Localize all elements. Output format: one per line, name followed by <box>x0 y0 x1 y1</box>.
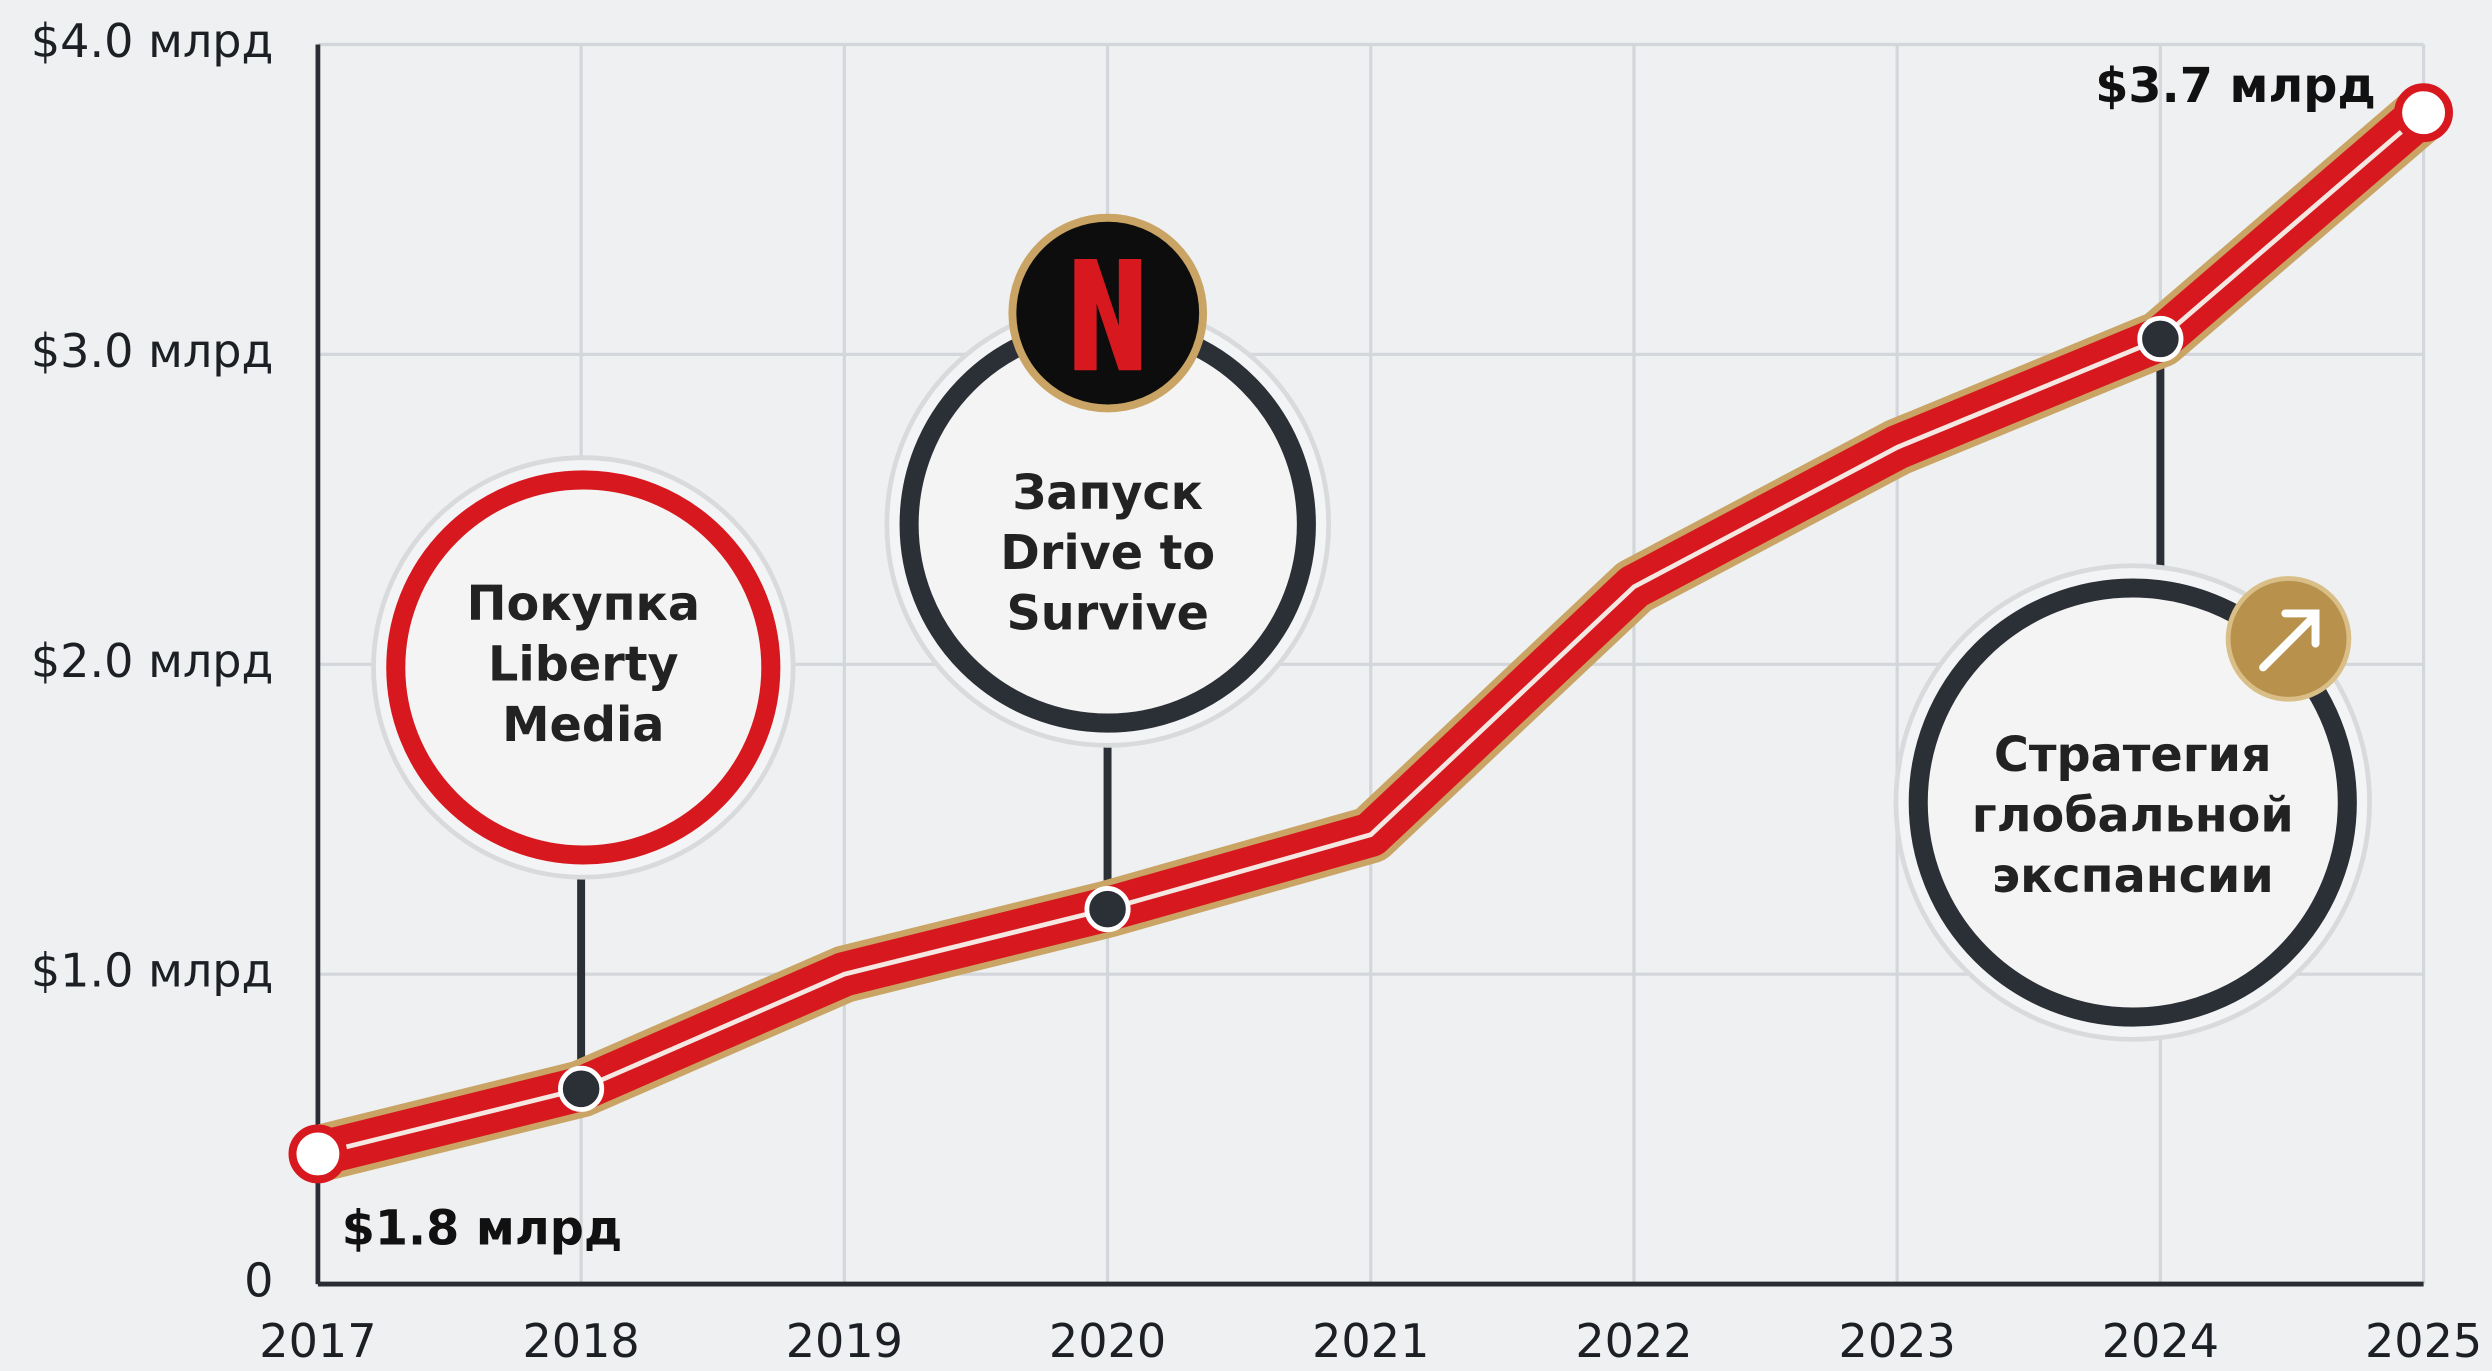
end-marker <box>2398 87 2449 138</box>
callout-text: экспансии <box>1992 849 2274 904</box>
callout-text: Survive <box>1006 587 1209 642</box>
callout-text: Стратегия <box>1994 728 2272 783</box>
callout-text: глобальной <box>1972 788 2294 843</box>
callout-text: Покупка <box>467 577 700 632</box>
callout-text: Запуск <box>1012 466 1203 521</box>
x-tick-label: 2020 <box>1049 1314 1166 1368</box>
x-tick-label: 2017 <box>259 1314 376 1368</box>
milestone-marker <box>560 1068 601 1109</box>
annotation: $1.8 млрд <box>342 1202 623 1257</box>
page: ПокупкаLiberty Media ЗапускDrive to Survive… <box>0 0 2492 1371</box>
y-tick-label: $3.0 млрд <box>31 324 274 378</box>
y-tick-label: 0 <box>244 1254 273 1308</box>
x-tick-label: 2023 <box>1839 1314 1956 1368</box>
x-tick-label: 2019 <box>786 1314 903 1368</box>
callout-text: Media <box>502 698 664 753</box>
y-tick-label: $4.0 млрд <box>31 14 274 68</box>
end-marker <box>292 1128 343 1179</box>
milestone-marker <box>1087 888 1128 929</box>
x-tick-label: 2024 <box>2102 1314 2219 1368</box>
chart: ПокупкаLiberty Media ЗапускDrive to Survive… <box>0 0 2492 1371</box>
y-tick-label: $1.0 млрд <box>31 944 274 998</box>
callout-text: Drive to <box>1000 526 1215 581</box>
callout-text: Liberty <box>488 637 679 692</box>
y-tick-label: $2.0 млрд <box>31 634 274 688</box>
x-tick-label: 2021 <box>1312 1314 1429 1368</box>
x-tick-label: 2022 <box>1575 1314 1692 1368</box>
milestone-marker <box>2140 318 2181 359</box>
x-tick-label: 2025 <box>2365 1314 2482 1368</box>
x-tick-label: 2018 <box>522 1314 639 1368</box>
annotation: $3.7 млрд <box>2095 59 2376 114</box>
